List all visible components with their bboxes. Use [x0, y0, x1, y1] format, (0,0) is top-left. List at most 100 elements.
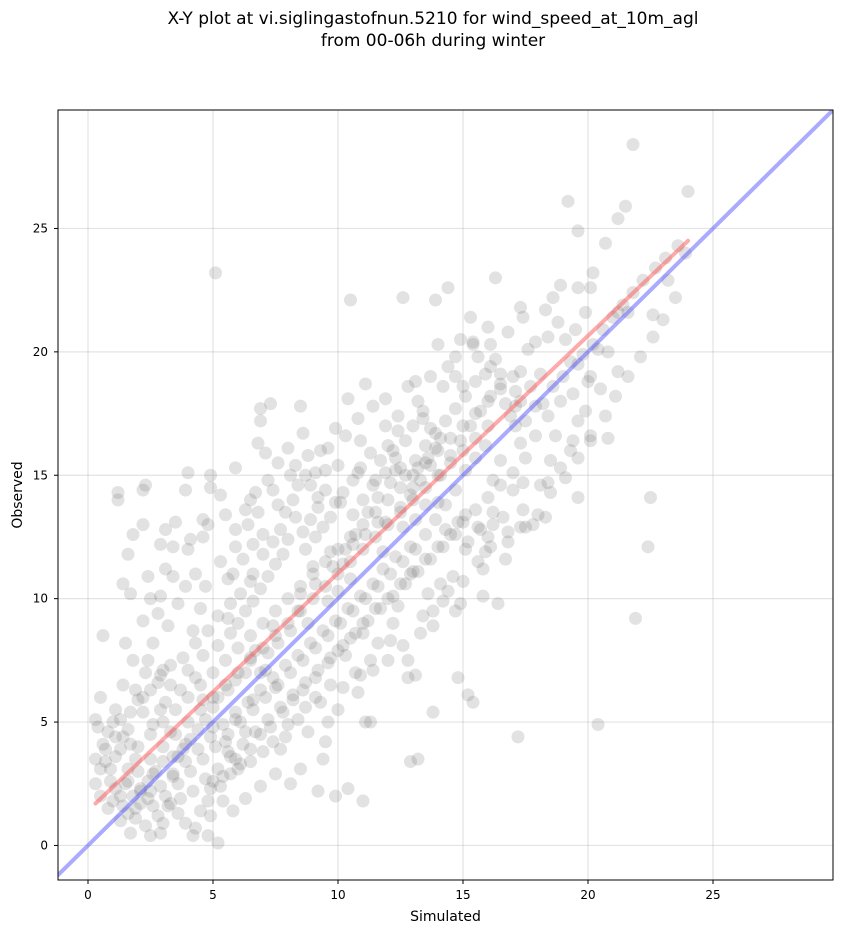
scatter-point — [389, 463, 402, 477]
scatter-point — [126, 527, 140, 541]
scatter-point — [204, 809, 217, 823]
scatter-point — [414, 473, 427, 487]
scatter-point — [471, 350, 485, 364]
scatter-point — [319, 483, 332, 497]
scatter-point — [244, 629, 257, 643]
scatter-point — [426, 619, 440, 633]
scatter-point — [274, 700, 287, 714]
scatter-point — [169, 515, 182, 529]
scatter-point — [426, 705, 440, 719]
scatter-point — [539, 303, 552, 317]
scatter-point — [184, 764, 197, 778]
scatter-point — [529, 335, 542, 349]
scatter-point — [191, 742, 205, 756]
scatter-point — [494, 367, 507, 381]
scatter-point — [131, 693, 145, 707]
scatter-point — [529, 429, 542, 443]
scatter-point — [434, 577, 447, 591]
scatter-point — [154, 703, 167, 717]
scatter-point — [256, 616, 270, 630]
scatter-point — [279, 505, 292, 519]
scatter-point — [236, 737, 250, 751]
scatter-point — [341, 602, 355, 616]
scatter-point — [206, 700, 220, 714]
scatter-point — [329, 789, 342, 803]
scatter-point — [386, 589, 400, 603]
scatter-point — [384, 476, 397, 490]
scatter-point — [499, 397, 512, 411]
scatter-point — [451, 671, 465, 685]
scatter-point — [284, 624, 297, 638]
scatter-point — [214, 555, 227, 569]
scatter-point — [89, 752, 102, 766]
scatter-point — [441, 281, 455, 295]
scatter-point — [219, 508, 232, 522]
scatter-point — [109, 750, 122, 764]
data-points — [89, 138, 695, 850]
scatter-point — [236, 552, 250, 566]
scatter-point — [156, 755, 170, 769]
scatter-point — [186, 829, 200, 843]
scatter-point — [166, 769, 180, 783]
scatter-point — [109, 703, 122, 717]
scatter-point — [421, 451, 435, 465]
scatter-point — [379, 419, 392, 433]
scatter-point — [359, 527, 372, 541]
scatter-point — [406, 419, 420, 433]
y-axis-label: Observed — [10, 461, 26, 528]
scatter-point — [519, 451, 532, 465]
scatter-point — [166, 767, 180, 781]
scatter-point — [286, 693, 300, 707]
scatter-point — [204, 481, 217, 495]
scatter-point — [469, 374, 482, 388]
scatter-point — [206, 666, 220, 680]
scatter-point — [344, 530, 357, 544]
scatter-point — [136, 518, 150, 532]
scatter-point — [324, 678, 337, 692]
scatter-point — [464, 419, 477, 433]
scatter-point — [199, 579, 212, 593]
scatter-point — [201, 829, 215, 843]
scatter-point — [151, 676, 165, 690]
scatter-point — [266, 619, 280, 633]
scatter-point — [289, 510, 302, 524]
scatter-point — [89, 777, 102, 791]
scatter-point — [431, 444, 445, 458]
scatter-point — [274, 742, 287, 756]
scatter-point — [294, 587, 307, 601]
scatter-point — [554, 461, 567, 475]
scatter-point — [254, 402, 267, 416]
scatter-point — [231, 641, 245, 655]
scatter-point — [166, 540, 180, 554]
scatter-point — [349, 626, 362, 640]
scatter-point — [569, 323, 582, 337]
scatter-point — [144, 683, 157, 697]
scatter-point — [489, 352, 502, 366]
scatter-point — [164, 658, 177, 672]
scatter-point — [371, 515, 385, 529]
scatter-point — [276, 547, 290, 561]
scatter-point — [196, 513, 210, 527]
scatter-point — [99, 742, 112, 756]
scatter-point — [396, 555, 410, 569]
scatter-point — [261, 646, 275, 660]
scatter-point — [109, 730, 122, 744]
scatter-point — [221, 745, 235, 759]
scatter-point — [116, 577, 130, 591]
scatter-point — [464, 310, 477, 324]
grid-lines — [58, 110, 833, 880]
scatter-point — [396, 639, 410, 653]
scatter-point — [409, 668, 422, 682]
scatter-point — [216, 718, 230, 732]
scatter-point — [184, 532, 197, 546]
scatter-point — [99, 755, 112, 769]
scatter-point — [439, 414, 452, 428]
scatter-point — [594, 382, 607, 396]
scatter-point — [449, 370, 462, 384]
scatter-point — [449, 350, 462, 364]
scatter-point — [344, 293, 357, 307]
scatter-point — [306, 560, 320, 574]
scatter-point — [581, 374, 595, 388]
scatter-point — [124, 826, 137, 840]
x-axis-label: Simulated — [410, 909, 481, 925]
